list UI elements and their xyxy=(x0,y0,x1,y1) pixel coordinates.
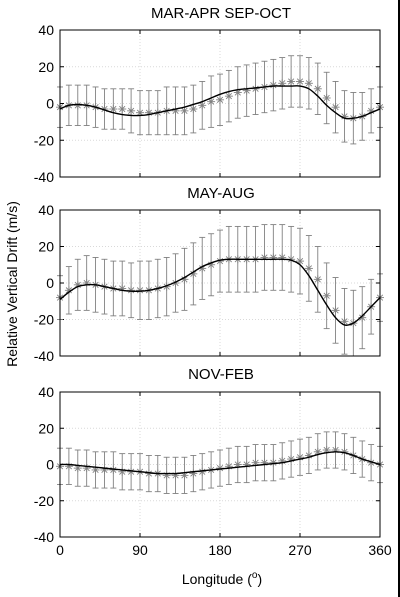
y-tick-label: 20 xyxy=(38,239,54,255)
y-tick-label: -40 xyxy=(34,529,54,545)
data-point xyxy=(313,275,322,284)
data-point xyxy=(127,286,136,295)
y-tick-label: 40 xyxy=(38,202,54,218)
data-point xyxy=(224,92,233,101)
x-tick-label: 180 xyxy=(208,542,232,558)
data-point xyxy=(64,462,73,471)
panel-3: NOV-FEB -40 -20 0 20 40 0 90 180 270 360 xyxy=(34,366,392,558)
x-axis-label-end: ) xyxy=(257,571,262,587)
y-tick-label: -40 xyxy=(34,348,54,364)
y-tick-label: 20 xyxy=(38,420,54,436)
data-point xyxy=(304,451,313,460)
panel-2-axes-box xyxy=(59,209,381,357)
panel-1: MAR-APR SEP-OCT -40 -20 0 20 40 xyxy=(34,5,384,185)
data-point xyxy=(162,471,171,480)
panel-2-y-ticks: -40 -20 0 20 40 xyxy=(34,202,380,364)
x-tick-label: 270 xyxy=(288,542,312,558)
x-axis-label: Longitude (o) xyxy=(182,570,262,587)
panel-3-y-ticks: -40 -20 0 20 40 xyxy=(34,384,380,545)
data-point xyxy=(331,446,340,454)
panel-2-fit-line xyxy=(59,258,381,326)
panel-3-x-ticks: 0 90 180 270 360 xyxy=(56,392,392,558)
x-tick-label: 0 xyxy=(56,542,64,558)
data-point xyxy=(216,95,224,104)
data-point xyxy=(109,105,118,114)
panel-3-fit-line xyxy=(59,451,381,475)
panel-1-axes-box xyxy=(59,29,381,178)
y-tick-label: 0 xyxy=(46,275,54,291)
panel-1-fit-line xyxy=(59,85,381,120)
data-point xyxy=(171,106,180,115)
data-point xyxy=(304,264,313,273)
data-point xyxy=(198,101,207,110)
data-point xyxy=(313,84,322,93)
x-tick-label: 90 xyxy=(132,542,148,558)
data-point xyxy=(296,77,304,86)
data-point xyxy=(118,105,127,114)
panel-2-title: MAY-AUG xyxy=(187,185,255,202)
panel-1-y-ticks: -40 -20 0 20 40 xyxy=(34,22,380,185)
data-point xyxy=(136,286,144,295)
data-point xyxy=(269,81,278,90)
data-point xyxy=(358,313,367,322)
data-point xyxy=(331,103,340,112)
data-point xyxy=(189,105,198,114)
x-axis-label-degree: o xyxy=(252,570,258,581)
panel-2: MAY-AUG -40 -20 0 20 40 xyxy=(34,185,384,364)
data-point xyxy=(207,97,216,106)
data-point xyxy=(73,101,82,110)
y-tick-label: -20 xyxy=(34,132,54,148)
panel-3-error-bars xyxy=(57,431,383,494)
y-tick-label: 20 xyxy=(38,59,54,75)
data-point xyxy=(278,253,287,262)
x-axis-label-main: Longitude ( xyxy=(182,571,252,587)
data-point xyxy=(322,93,331,102)
data-point xyxy=(278,79,287,88)
panel-3-axes-box xyxy=(59,391,381,538)
data-point xyxy=(171,471,180,480)
y-tick-label: -40 xyxy=(34,169,54,185)
data-point xyxy=(340,317,349,326)
panel-1-title: MAR-APR SEP-OCT xyxy=(151,5,291,22)
right-border xyxy=(398,0,400,597)
data-point xyxy=(269,253,278,262)
y-tick-label: 0 xyxy=(46,457,54,473)
x-tick-label: 360 xyxy=(368,542,392,558)
y-tick-label: -20 xyxy=(34,493,54,509)
y-tick-label: 40 xyxy=(38,22,54,38)
data-point xyxy=(180,106,189,115)
panel-3-title: NOV-FEB xyxy=(188,366,254,383)
data-point xyxy=(322,291,331,300)
data-point xyxy=(189,269,198,278)
data-point xyxy=(127,106,136,115)
data-point xyxy=(304,79,313,88)
data-point xyxy=(260,253,269,262)
data-point xyxy=(100,465,109,474)
data-point xyxy=(367,106,376,115)
y-tick-label: -20 xyxy=(34,312,54,328)
data-point xyxy=(331,306,340,315)
y-axis-label: Relative Vertical Drift (m/s) xyxy=(4,201,20,367)
data-point xyxy=(251,84,260,93)
y-tick-label: 0 xyxy=(46,96,54,112)
y-tick-label: 40 xyxy=(38,384,54,400)
data-point xyxy=(287,77,296,86)
